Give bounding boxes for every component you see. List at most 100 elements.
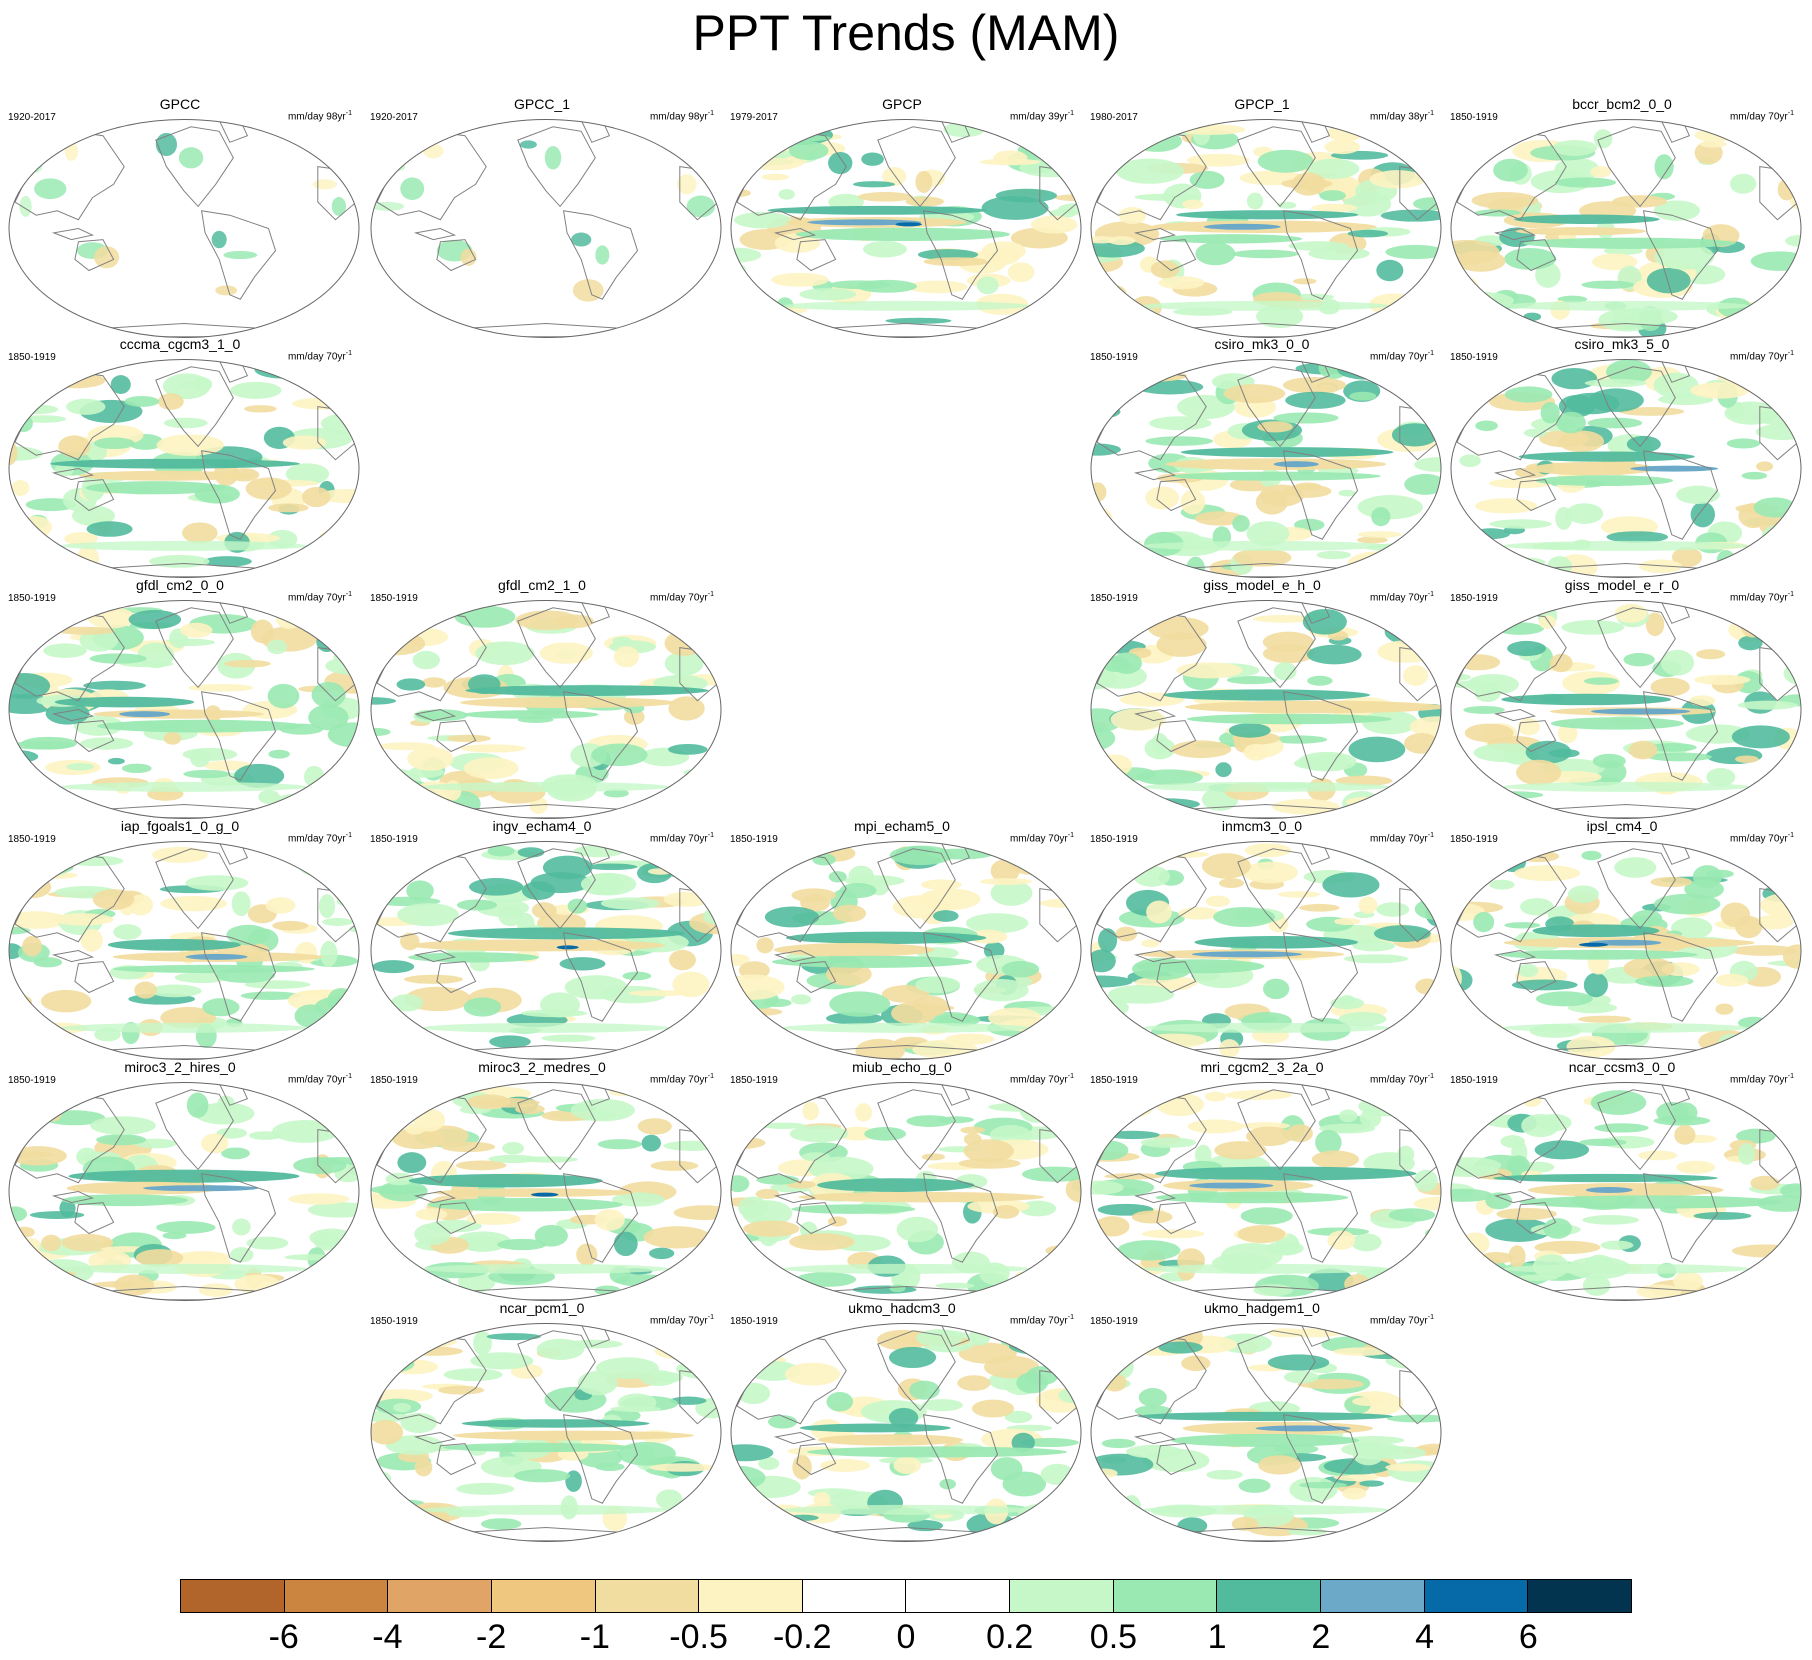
world-map — [8, 119, 360, 338]
coastline — [877, 848, 956, 930]
world-map — [1450, 600, 1802, 819]
panel-grid: GPCC 1920-2017 mm/day 98yr-1 GPCC_1 1920-201… — [0, 94, 1802, 1543]
panel-units: mm/day 70yr-1 — [1009, 832, 1074, 845]
map-boundary — [1450, 1082, 1802, 1301]
panel-title: GPCP — [882, 96, 922, 112]
coastline — [1282, 1173, 1359, 1263]
panel-period: 1850-1919 — [1090, 593, 1138, 604]
map-boundary — [1090, 359, 1442, 578]
world-map — [1090, 1323, 1442, 1542]
panel-units: mm/day 70yr-1 — [1369, 832, 1434, 845]
panel-title: gfdl_cm2_0_0 — [136, 577, 224, 593]
panel-period: 1850-1919 — [1090, 834, 1138, 845]
coastline — [1237, 848, 1316, 930]
world-map — [1450, 359, 1802, 578]
colorbar-tick-label: -4 — [372, 1618, 403, 1656]
coastline — [1156, 961, 1197, 994]
coastline — [922, 1414, 999, 1504]
coastline — [155, 848, 234, 930]
coastline — [1237, 366, 1316, 448]
coastline — [679, 1129, 720, 1184]
world-map — [1090, 119, 1442, 338]
coastline — [1642, 450, 1719, 540]
coastline — [922, 932, 999, 1022]
coastline — [1493, 708, 1537, 722]
map-boundary — [1090, 841, 1442, 1060]
colorbar — [180, 1579, 1632, 1613]
coastline — [200, 210, 277, 300]
world-map — [730, 1323, 1082, 1542]
map-panel: giss_model_e_r_0 1850-1919 mm/day 70yr-1 — [1442, 575, 1802, 820]
panel-period: 1980-2017 — [1090, 112, 1138, 123]
panel-period: 1850-1919 — [1090, 1075, 1138, 1086]
coastline — [155, 366, 234, 448]
coastline — [773, 1431, 817, 1445]
map-boundary — [370, 1323, 722, 1542]
map-panel: cccma_cgcm3_1_0 1850-1919 mm/day 70yr-1 — [0, 334, 360, 579]
coastline — [922, 1173, 999, 1263]
map-panel: csiro_mk3_5_0 1850-1919 mm/day 70yr-1 — [1442, 334, 1802, 579]
map-panel: miroc3_2_hires_0 1850-1919 mm/day 70yr-1 — [0, 1057, 360, 1302]
coastline — [877, 1330, 956, 1412]
coastline — [1133, 708, 1177, 722]
map-panel: csiro_mk3_0_0 1850-1919 mm/day 70yr-1 — [1082, 334, 1442, 579]
panel-title: csiro_mk3_5_0 — [1574, 336, 1670, 352]
coastline — [436, 1202, 477, 1235]
world-map — [1090, 600, 1442, 819]
panel-period: 1920-2017 — [8, 112, 56, 123]
colorbar-tick-label: 2 — [1311, 1618, 1331, 1656]
colorbar-box — [906, 1580, 1011, 1612]
coastline — [773, 227, 817, 241]
map-panel: miroc3_2_medres_0 1850-1919 mm/day 70yr-1 — [362, 1057, 722, 1302]
map-panel: ukmo_hadcm3_0 1850-1919 mm/day 70yr-1 — [722, 1298, 1082, 1543]
coastline — [200, 1173, 277, 1263]
coastline — [155, 1089, 234, 1171]
coastline — [1133, 1431, 1177, 1445]
coastline — [1237, 126, 1316, 208]
colorbar-tick-label: -6 — [268, 1618, 299, 1656]
map-panel: mri_cgcm2_3_2a_0 1850-1919 mm/day 70yr-1 — [1082, 1057, 1442, 1302]
panel-title: bccr_bcm2_0_0 — [1572, 96, 1672, 112]
map-panel: bccr_bcm2_0_0 1850-1919 mm/day 70yr-1 — [1442, 94, 1802, 339]
map-boundary — [1450, 600, 1802, 819]
coastline — [796, 1443, 837, 1476]
panel-title: csiro_mk3_0_0 — [1214, 336, 1310, 352]
colorbar-box — [181, 1580, 285, 1612]
panel-period: 1850-1919 — [730, 1316, 778, 1327]
coastline — [1642, 210, 1719, 300]
panel-period: 1850-1919 — [1090, 1316, 1138, 1327]
panel-title: ingv_echam4_0 — [492, 818, 592, 834]
world-map — [8, 841, 360, 1060]
coastline — [436, 720, 477, 753]
coastline — [413, 227, 457, 241]
map-boundary — [8, 119, 360, 338]
coastline — [200, 450, 277, 540]
coastline — [517, 1089, 596, 1171]
coastline — [562, 210, 639, 300]
map-boundary — [730, 1323, 1082, 1542]
coastline — [562, 932, 639, 1022]
panel-units: mm/day 70yr-1 — [649, 591, 714, 604]
map-panel: miub_echo_g_0 1850-1919 mm/day 70yr-1 — [722, 1057, 1082, 1302]
map-boundary — [8, 841, 360, 1060]
world-map — [370, 119, 722, 338]
colorbar-tick-label: 0 — [896, 1618, 916, 1656]
coastline — [517, 848, 596, 930]
coastline — [155, 126, 234, 208]
panel-title: giss_model_e_r_0 — [1564, 577, 1680, 593]
panel-period: 1850-1919 — [370, 593, 418, 604]
panel-period: 1850-1919 — [1450, 834, 1498, 845]
panel-units: mm/day 39yr-1 — [1009, 110, 1074, 123]
coastline — [1282, 210, 1359, 300]
colorbar-box — [802, 1580, 907, 1612]
coastline — [413, 1431, 457, 1445]
colorbar-tick-label: 4 — [1415, 1618, 1435, 1656]
coastline — [1516, 961, 1557, 994]
world-map — [1090, 1082, 1442, 1301]
coastline — [413, 708, 457, 722]
map-panel: ukmo_hadgem1_0 1850-1919 mm/day 70yr-1 — [1082, 1298, 1442, 1543]
world-map — [370, 600, 722, 819]
map-boundary — [1450, 119, 1802, 338]
coastline — [436, 961, 477, 994]
coastline — [436, 239, 477, 272]
